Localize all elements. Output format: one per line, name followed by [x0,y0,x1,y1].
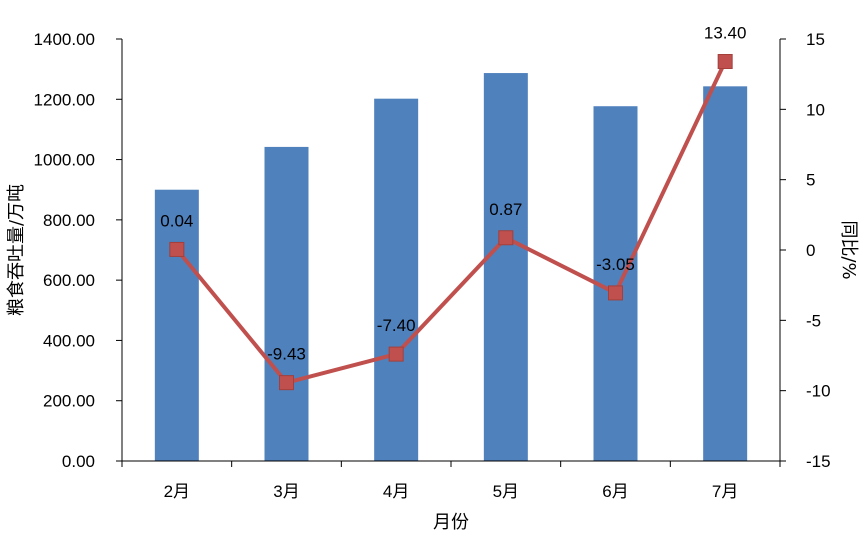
data-label: 0.87 [489,200,522,219]
left-tick-label: 1400.00 [34,30,95,49]
right-tick-label: 15 [806,30,825,49]
data-label: -9.43 [267,345,306,364]
right-tick-group: -15 -10 -5 0 5 10 15 [780,30,831,471]
bar [483,73,528,461]
data-label: -7.40 [377,316,416,335]
line-marker [388,346,404,362]
x-tick-label: 6月 [602,482,628,501]
right-tick-label: -15 [806,452,831,471]
x-tick-label: 3月 [273,482,299,501]
left-tick-label: 0.00 [62,452,95,471]
line-path [175,60,727,385]
data-label: 0.04 [160,211,193,230]
line-marker [608,285,623,301]
bar [264,146,309,461]
left-tick-label: 200.00 [43,392,95,411]
bar [703,86,748,462]
data-label: 13.40 [704,24,747,43]
line-marker [169,241,185,257]
bar [154,189,199,461]
line-marker [498,230,514,246]
x-tick-label: 7月 [712,482,738,501]
right-tick-label: 10 [806,100,825,119]
right-tick-label: 0 [806,241,815,260]
line-marker [717,54,733,70]
x-tick-label: 5月 [493,482,519,501]
bar-series [154,73,748,462]
left-tick-label: 1000.00 [34,151,95,170]
x-axis-title: 月份 [433,512,469,533]
left-tick-group: 0.00 200.00 400.00 600.00 800.00 1000.00 1200.… [34,30,122,471]
line-marker [279,375,294,391]
right-tick-label: -5 [806,311,821,330]
right-tick-label: -10 [806,382,831,401]
bar [374,98,419,461]
x-tick-label: 2月 [164,482,190,501]
left-tick-label: 600.00 [43,271,95,290]
data-label: -3.05 [596,255,635,274]
right-axis-title: 同比/% [838,220,859,279]
right-tick-label: 5 [806,171,815,190]
x-tick-label: 4月 [383,482,409,501]
x-tick-group: 2月 3月 4月 5月 6月 7月 [121,461,781,501]
line-series [169,54,733,391]
left-tick-label: 800.00 [43,211,95,230]
left-tick-label: 1200.00 [34,90,95,109]
left-axis-title: 粮食吞吐量/万吨 [6,184,27,316]
axes [121,39,781,462]
left-tick-label: 400.00 [43,331,95,350]
data-label-group: 0.04 -9.43 -7.40 0.87 -3.05 13.40 [160,24,746,364]
